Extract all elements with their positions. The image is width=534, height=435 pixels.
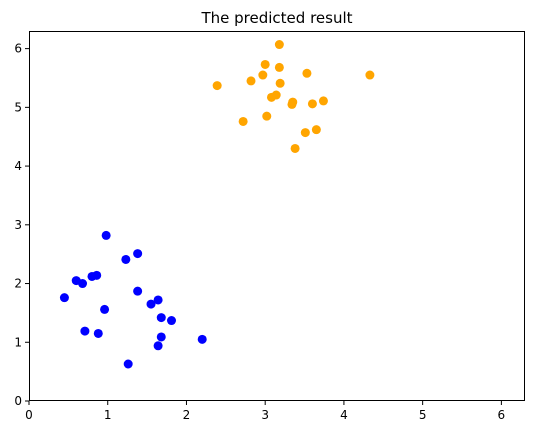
x-tick-label: 5	[419, 408, 427, 422]
scatter-point-series-2	[260, 59, 270, 69]
scatter-point-series-2	[275, 78, 285, 88]
x-tick-label: 1	[104, 408, 112, 422]
scatter-point-series-1	[146, 299, 156, 309]
scatter-point-series-1	[121, 254, 131, 264]
scatter-point-series-2	[288, 97, 298, 107]
scatter-point-series-1	[101, 230, 111, 240]
y-tick-label: 4	[14, 159, 22, 173]
scatter-point-series-2	[258, 70, 268, 80]
scatter-point-series-1	[133, 286, 143, 296]
chart-title: The predicted result	[200, 9, 352, 27]
x-tick-label: 6	[498, 408, 506, 422]
scatter-point-series-2	[311, 125, 321, 135]
scatter-point-series-1	[93, 328, 103, 338]
scatter-point-series-2	[212, 81, 222, 91]
scatter-point-series-1	[78, 279, 88, 289]
scatter-point-series-1	[153, 341, 163, 351]
scatter-point-series-1	[92, 270, 102, 280]
scatter-point-series-2	[300, 128, 310, 138]
scatter-point-series-2	[307, 99, 317, 109]
scatter-point-series-1	[123, 359, 133, 369]
scatter-point-series-2	[290, 143, 300, 153]
scatter-point-series-1	[156, 332, 166, 342]
scatter-point-series-2	[274, 62, 284, 72]
axes-frame	[29, 31, 525, 401]
scatter-point-series-1	[80, 326, 90, 336]
y-tick-label: 1	[14, 335, 22, 349]
y-tick-label: 5	[14, 100, 22, 114]
y-tick-label: 2	[14, 277, 22, 291]
scatter-point-series-1	[100, 304, 110, 314]
scatter-point-series-2	[246, 76, 256, 86]
x-tick-label: 4	[340, 408, 348, 422]
x-tick-label: 0	[25, 408, 33, 422]
scatter-point-series-1	[59, 293, 69, 303]
scatter-point-series-2	[365, 70, 375, 80]
y-tick-label: 3	[14, 218, 22, 232]
x-tick-label: 3	[261, 408, 269, 422]
scatter-point-series-2	[274, 40, 284, 50]
scatter-point-series-2	[302, 68, 312, 78]
y-tick-label: 0	[14, 394, 22, 408]
y-tick-label: 6	[14, 42, 22, 56]
scatter-point-series-1	[153, 295, 163, 305]
x-axis: 0 1 2 3 4 5 6	[25, 401, 505, 422]
scatter-point-series-2	[271, 90, 281, 100]
scatter-point-series-1	[167, 316, 177, 326]
y-axis: 0 1 2 3 4 5 6	[14, 42, 29, 408]
scatter-point-series-1	[197, 334, 207, 344]
scatter-point-series-2	[238, 116, 248, 126]
scatter-point-series-2	[262, 111, 272, 121]
scatter-point-series-1	[156, 313, 166, 323]
points-layer	[59, 40, 375, 369]
x-tick-label: 2	[183, 408, 191, 422]
scatter-point-series-2	[318, 96, 328, 106]
scatter-point-series-1	[133, 249, 143, 259]
